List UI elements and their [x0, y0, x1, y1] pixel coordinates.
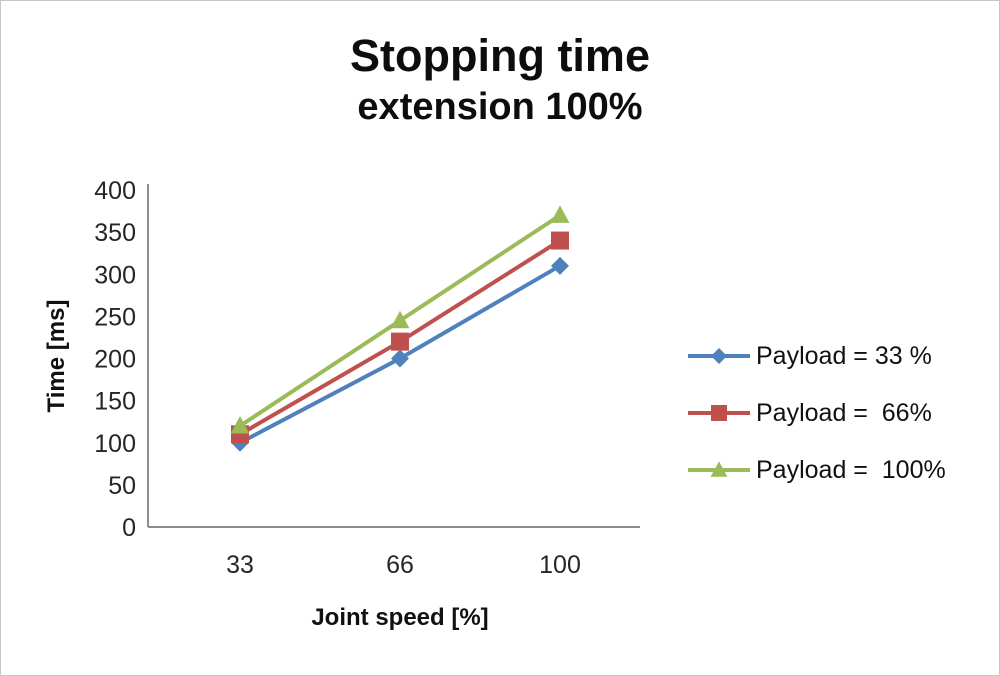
legend-item: Payload = 100% — [686, 452, 946, 488]
chart-title: Stopping time extension 100% — [0, 30, 1000, 129]
legend-label: Payload = 100% — [756, 455, 946, 484]
x-tick-label: 33 — [226, 551, 254, 579]
legend-marker-sample — [688, 461, 750, 477]
y-tick-label: 300 — [94, 261, 136, 289]
x-tick-label: 100 — [539, 551, 581, 579]
y-tick-label: 350 — [94, 219, 136, 247]
y-tick-label: 200 — [94, 346, 136, 374]
legend-marker-sample — [688, 405, 750, 421]
legend-item: Payload = 33 % — [686, 338, 946, 374]
series-marker — [390, 310, 410, 329]
series-marker — [551, 256, 569, 275]
legend-marker — [711, 348, 727, 364]
chart-title-line1: Stopping time — [350, 30, 650, 81]
y-tick-label: 100 — [94, 430, 136, 458]
series-marker — [551, 231, 569, 250]
legend-label: Payload = 66% — [756, 398, 932, 427]
series-marker — [230, 416, 250, 434]
x-tick-label: 66 — [386, 551, 414, 579]
legend-item: Payload = 66% — [686, 395, 946, 431]
y-tick-label: 400 — [94, 177, 136, 205]
legend-label: Payload = 33 % — [756, 341, 932, 370]
legend-marker — [711, 405, 727, 421]
y-tick-label: 0 — [122, 514, 136, 542]
legend: Payload = 33 % Payload = 66% Payload = 100… — [686, 338, 946, 509]
legend-marker — [710, 461, 728, 477]
y-tick-label: 150 — [94, 388, 136, 416]
y-tick-label: 50 — [108, 472, 136, 500]
y-axis-title: Time [ms] — [43, 299, 70, 413]
series-marker — [550, 205, 570, 223]
series-marker — [391, 332, 409, 351]
chart-title-line2: extension 100% — [357, 85, 643, 128]
x-axis-title: Joint speed [%] — [311, 604, 489, 631]
legend-marker-sample — [688, 348, 750, 364]
y-tick-label: 250 — [94, 303, 136, 331]
series-marker — [391, 349, 409, 368]
